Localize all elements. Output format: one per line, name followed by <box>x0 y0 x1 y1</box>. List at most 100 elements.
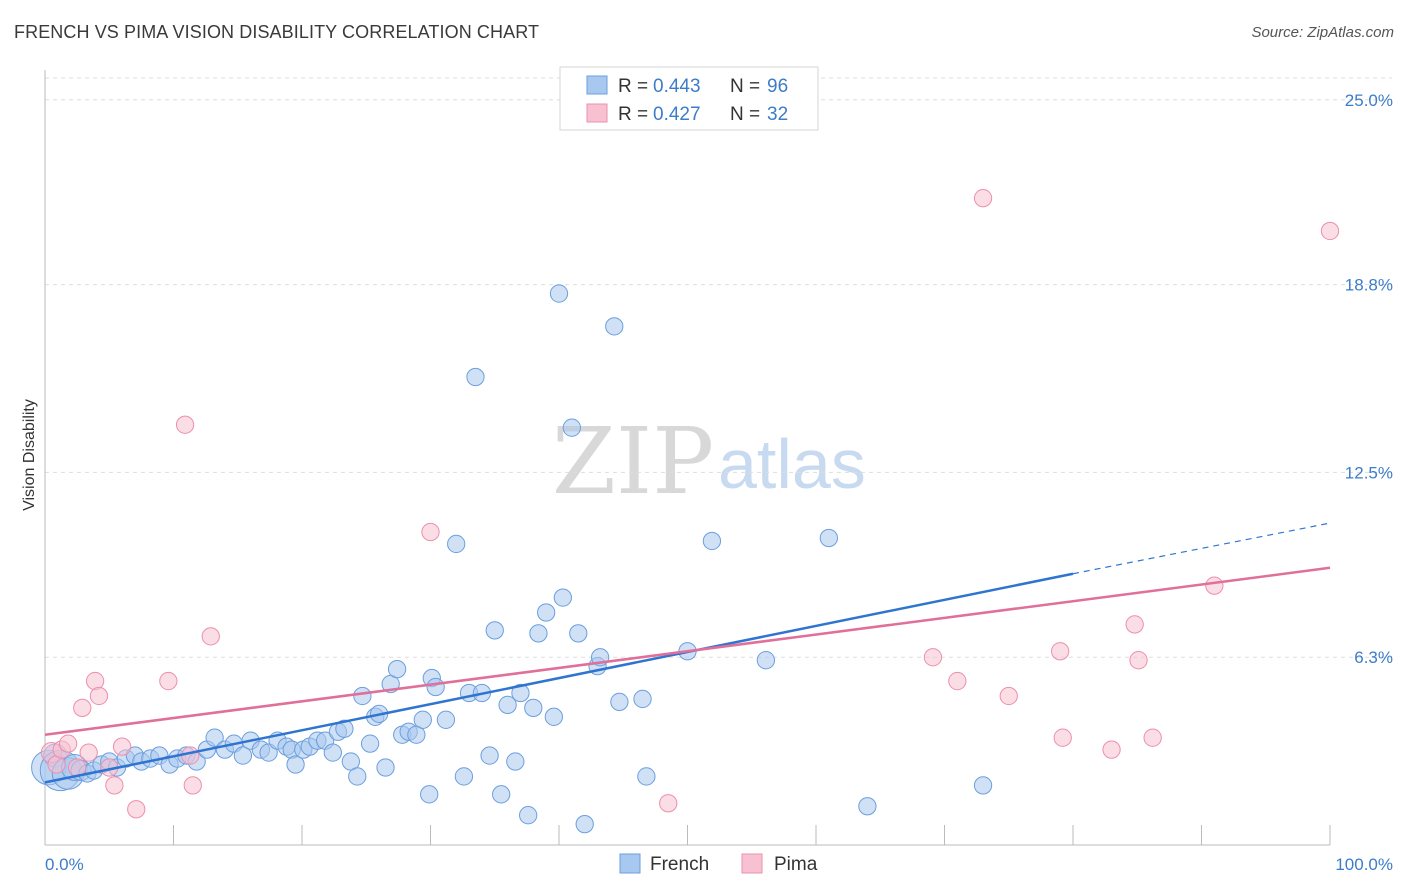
french-point-51 <box>413 710 432 729</box>
french-point-82 <box>637 767 656 786</box>
legend: R = 0.443 N = 96 R = 0.427 N = 32 <box>559 66 819 131</box>
french-point-72 <box>549 284 569 303</box>
source-label: Source: ZipAtlas.com <box>1251 24 1394 41</box>
chart-title: FRENCH VS PIMA VISION DISABILITY CORRELA… <box>14 22 540 42</box>
pima-point-5 <box>73 698 92 718</box>
legend-french-r-label: R = <box>618 76 648 97</box>
pima-point-17 <box>201 627 220 646</box>
pima-point-12 <box>127 800 146 819</box>
pima-point-27 <box>1125 615 1144 634</box>
pima-point-28 <box>1129 651 1148 670</box>
legend-pima-r-label: R = <box>618 104 648 125</box>
pima-point-22 <box>973 189 993 208</box>
axes <box>44 70 1331 846</box>
french-point-36 <box>323 743 342 762</box>
french-point-85 <box>756 651 776 670</box>
french-point-70 <box>537 603 556 622</box>
watermark: ZIP atlas <box>552 408 866 515</box>
french-point-24 <box>233 746 253 765</box>
watermark-atlas: atlas <box>718 425 866 503</box>
french-point-59 <box>466 367 485 387</box>
french-point-42 <box>360 734 380 753</box>
french-point-68 <box>524 698 543 718</box>
legend-french-n-value: 96 <box>767 76 788 97</box>
bottom-legend-swatch-pima <box>741 853 763 874</box>
trend-lines <box>44 522 1331 784</box>
pima-point-21 <box>948 671 967 691</box>
pima-point-14 <box>175 415 195 434</box>
pima-point-20 <box>923 648 943 667</box>
pima-point-15 <box>183 776 202 795</box>
french-point-67 <box>519 806 538 825</box>
x-tick-label-0: 0.0% <box>45 855 84 874</box>
french-point-41 <box>353 686 372 706</box>
french-point-80 <box>610 692 629 712</box>
french-point-47 <box>387 659 407 679</box>
pima-point-23 <box>999 686 1018 706</box>
pima-point-31 <box>1320 221 1340 241</box>
legend-french-r-value: 0.443 <box>653 76 701 97</box>
pima-point-19 <box>659 794 678 813</box>
y-tick-label-0: 6.3% <box>1354 648 1393 667</box>
y-tick-label-1: 12.5% <box>1345 463 1393 482</box>
legend-pima-n-label: N = <box>730 104 760 125</box>
french-point-65 <box>506 752 525 771</box>
french-point-64 <box>498 695 517 715</box>
pima-point-16 <box>181 746 200 765</box>
french-point-62 <box>485 621 504 640</box>
french-point-61 <box>480 746 499 765</box>
bottom-legend: French Pima <box>619 853 818 875</box>
french-point-71 <box>544 707 563 726</box>
pima-point-25 <box>1053 728 1072 747</box>
french-point-63 <box>492 785 511 804</box>
pima-point-10 <box>105 776 124 795</box>
french-point-69 <box>529 624 548 643</box>
y-tick-label-3: 25.0% <box>1345 91 1393 110</box>
french-point-21 <box>205 728 224 747</box>
pima-point-13 <box>159 671 178 691</box>
french-point-45 <box>376 758 395 777</box>
french-point-38 <box>335 719 354 738</box>
y-tick-labels: 6.3% 12.5% 18.8% 25.0% <box>1345 91 1393 667</box>
french-point-81 <box>633 689 652 709</box>
bottom-legend-pima: Pima <box>774 854 818 875</box>
french-point-56 <box>447 534 466 554</box>
pima-point-26 <box>1102 740 1121 759</box>
pima-point-3 <box>58 734 78 753</box>
french-point-52 <box>420 785 439 804</box>
pima-point-8 <box>89 686 109 706</box>
french-trend-extension <box>1072 522 1331 575</box>
french-point-74 <box>562 418 581 437</box>
french-point-84 <box>702 531 722 551</box>
bottom-legend-french: French <box>650 854 709 875</box>
legend-swatch-pima <box>586 103 608 123</box>
bottom-legend-swatch-french <box>619 853 641 874</box>
pima-point-11 <box>112 737 132 756</box>
french-point-76 <box>575 814 594 834</box>
french-point-79 <box>605 317 624 336</box>
french-point-73 <box>553 588 572 607</box>
french-point-54 <box>426 677 445 697</box>
pima-point-18 <box>421 522 440 542</box>
gridlines <box>45 77 1392 658</box>
french-point-31 <box>286 755 305 774</box>
x-tick-label-1: 100.0% <box>1335 855 1393 874</box>
french-trend-line <box>44 572 1074 784</box>
y-tick-label-2: 18.8% <box>1345 276 1393 295</box>
pima-point-30 <box>1205 576 1224 595</box>
french-point-88 <box>973 776 993 795</box>
french-points <box>31 284 993 834</box>
french-point-86 <box>819 528 838 548</box>
legend-pima-r-value: 0.427 <box>653 104 701 125</box>
legend-pima-n-value: 32 <box>767 104 788 125</box>
pima-point-24 <box>1051 642 1070 661</box>
legend-french-n-label: N = <box>730 76 760 97</box>
french-point-57 <box>454 767 474 786</box>
french-point-55 <box>436 710 456 729</box>
pima-trend-line <box>44 566 1331 736</box>
french-point-66 <box>511 683 530 703</box>
pima-points <box>40 189 1340 819</box>
pima-point-6 <box>79 743 98 762</box>
french-point-87 <box>858 797 877 816</box>
